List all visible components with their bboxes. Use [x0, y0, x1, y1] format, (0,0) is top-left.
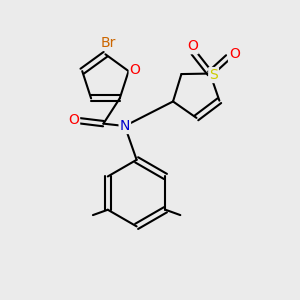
Text: O: O: [229, 47, 240, 61]
Text: O: O: [187, 39, 198, 53]
Text: Br: Br: [101, 36, 116, 50]
Text: O: O: [68, 113, 79, 127]
Text: S: S: [209, 68, 218, 82]
Text: O: O: [130, 63, 141, 76]
Text: N: N: [120, 119, 130, 133]
